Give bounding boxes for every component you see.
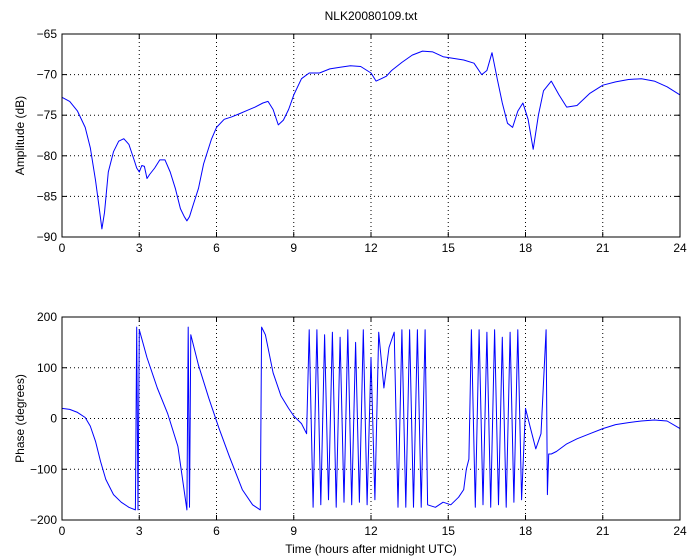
- amplitude-x-tick-label: 12: [364, 241, 378, 255]
- amplitude-y-tick-label: −90: [37, 230, 58, 244]
- amplitude-plot: 0 3 6 9 12 15 18 21 24 −90 −85 −80 −75 −70 −65 Amplitu…: [13, 27, 687, 255]
- amplitude-series-line: [61, 50, 681, 230]
- phase-x-tick-label: 3: [136, 524, 143, 538]
- amplitude-y-tick-label: −75: [37, 108, 58, 122]
- amplitude-y-tick-label: −70: [37, 68, 58, 82]
- amplitude-series: [61, 50, 681, 230]
- phase-x-tick-label: 21: [596, 524, 610, 538]
- amplitude-y-tick-label: −65: [37, 27, 58, 41]
- amplitude-y-tick-label: −80: [37, 149, 58, 163]
- phase-x-axis-label: Time (hours after midnight UTC): [285, 542, 457, 556]
- phase-y-axis-label: Phase (degrees): [13, 374, 27, 463]
- phase-y-tick-label: −200: [30, 513, 57, 527]
- phase-series-line: [61, 326, 681, 511]
- amplitude-x-tick-label: 3: [136, 241, 143, 255]
- figure-title: NLK20080109.txt: [325, 9, 418, 23]
- phase-y-tick-label: 100: [37, 361, 57, 375]
- phase-x-tick-label: 15: [442, 524, 456, 538]
- phase-ticks: 0 3 6 9 12 15 18 21 24 −200 −100 0 100 200: [30, 310, 687, 538]
- phase-x-tick-label: 24: [673, 524, 687, 538]
- amplitude-x-tick-label: 24: [673, 241, 687, 255]
- amplitude-x-tick-label: 18: [519, 241, 533, 255]
- amplitude-y-tick-label: −85: [37, 189, 58, 203]
- amplitude-x-tick-label: 9: [290, 241, 297, 255]
- amplitude-x-tick-label: 15: [442, 241, 456, 255]
- phase-y-tick-label: −100: [30, 462, 57, 476]
- phase-x-tick-label: 0: [59, 524, 66, 538]
- phase-series: [61, 326, 681, 511]
- amplitude-x-tick-label: 21: [596, 241, 610, 255]
- amplitude-x-tick-label: 0: [59, 241, 66, 255]
- amplitude-y-axis-label: Amplitude (dB): [13, 96, 27, 175]
- amplitude-gridlines: [62, 34, 680, 237]
- phase-y-tick-label: 0: [50, 412, 57, 426]
- phase-plot: 0 3 6 9 12 15 18 21 24 −200 −100 0 100 200 Phase (deg…: [13, 310, 687, 556]
- amplitude-x-tick-label: 6: [213, 241, 220, 255]
- phase-x-tick-label: 18: [519, 524, 533, 538]
- phase-x-tick-label: 9: [290, 524, 297, 538]
- amplitude-ticks: 0 3 6 9 12 15 18 21 24 −90 −85 −80 −75 −70 −65: [37, 27, 687, 255]
- phase-x-tick-label: 12: [364, 524, 378, 538]
- phase-x-tick-label: 6: [213, 524, 220, 538]
- phase-y-tick-label: 200: [37, 310, 57, 324]
